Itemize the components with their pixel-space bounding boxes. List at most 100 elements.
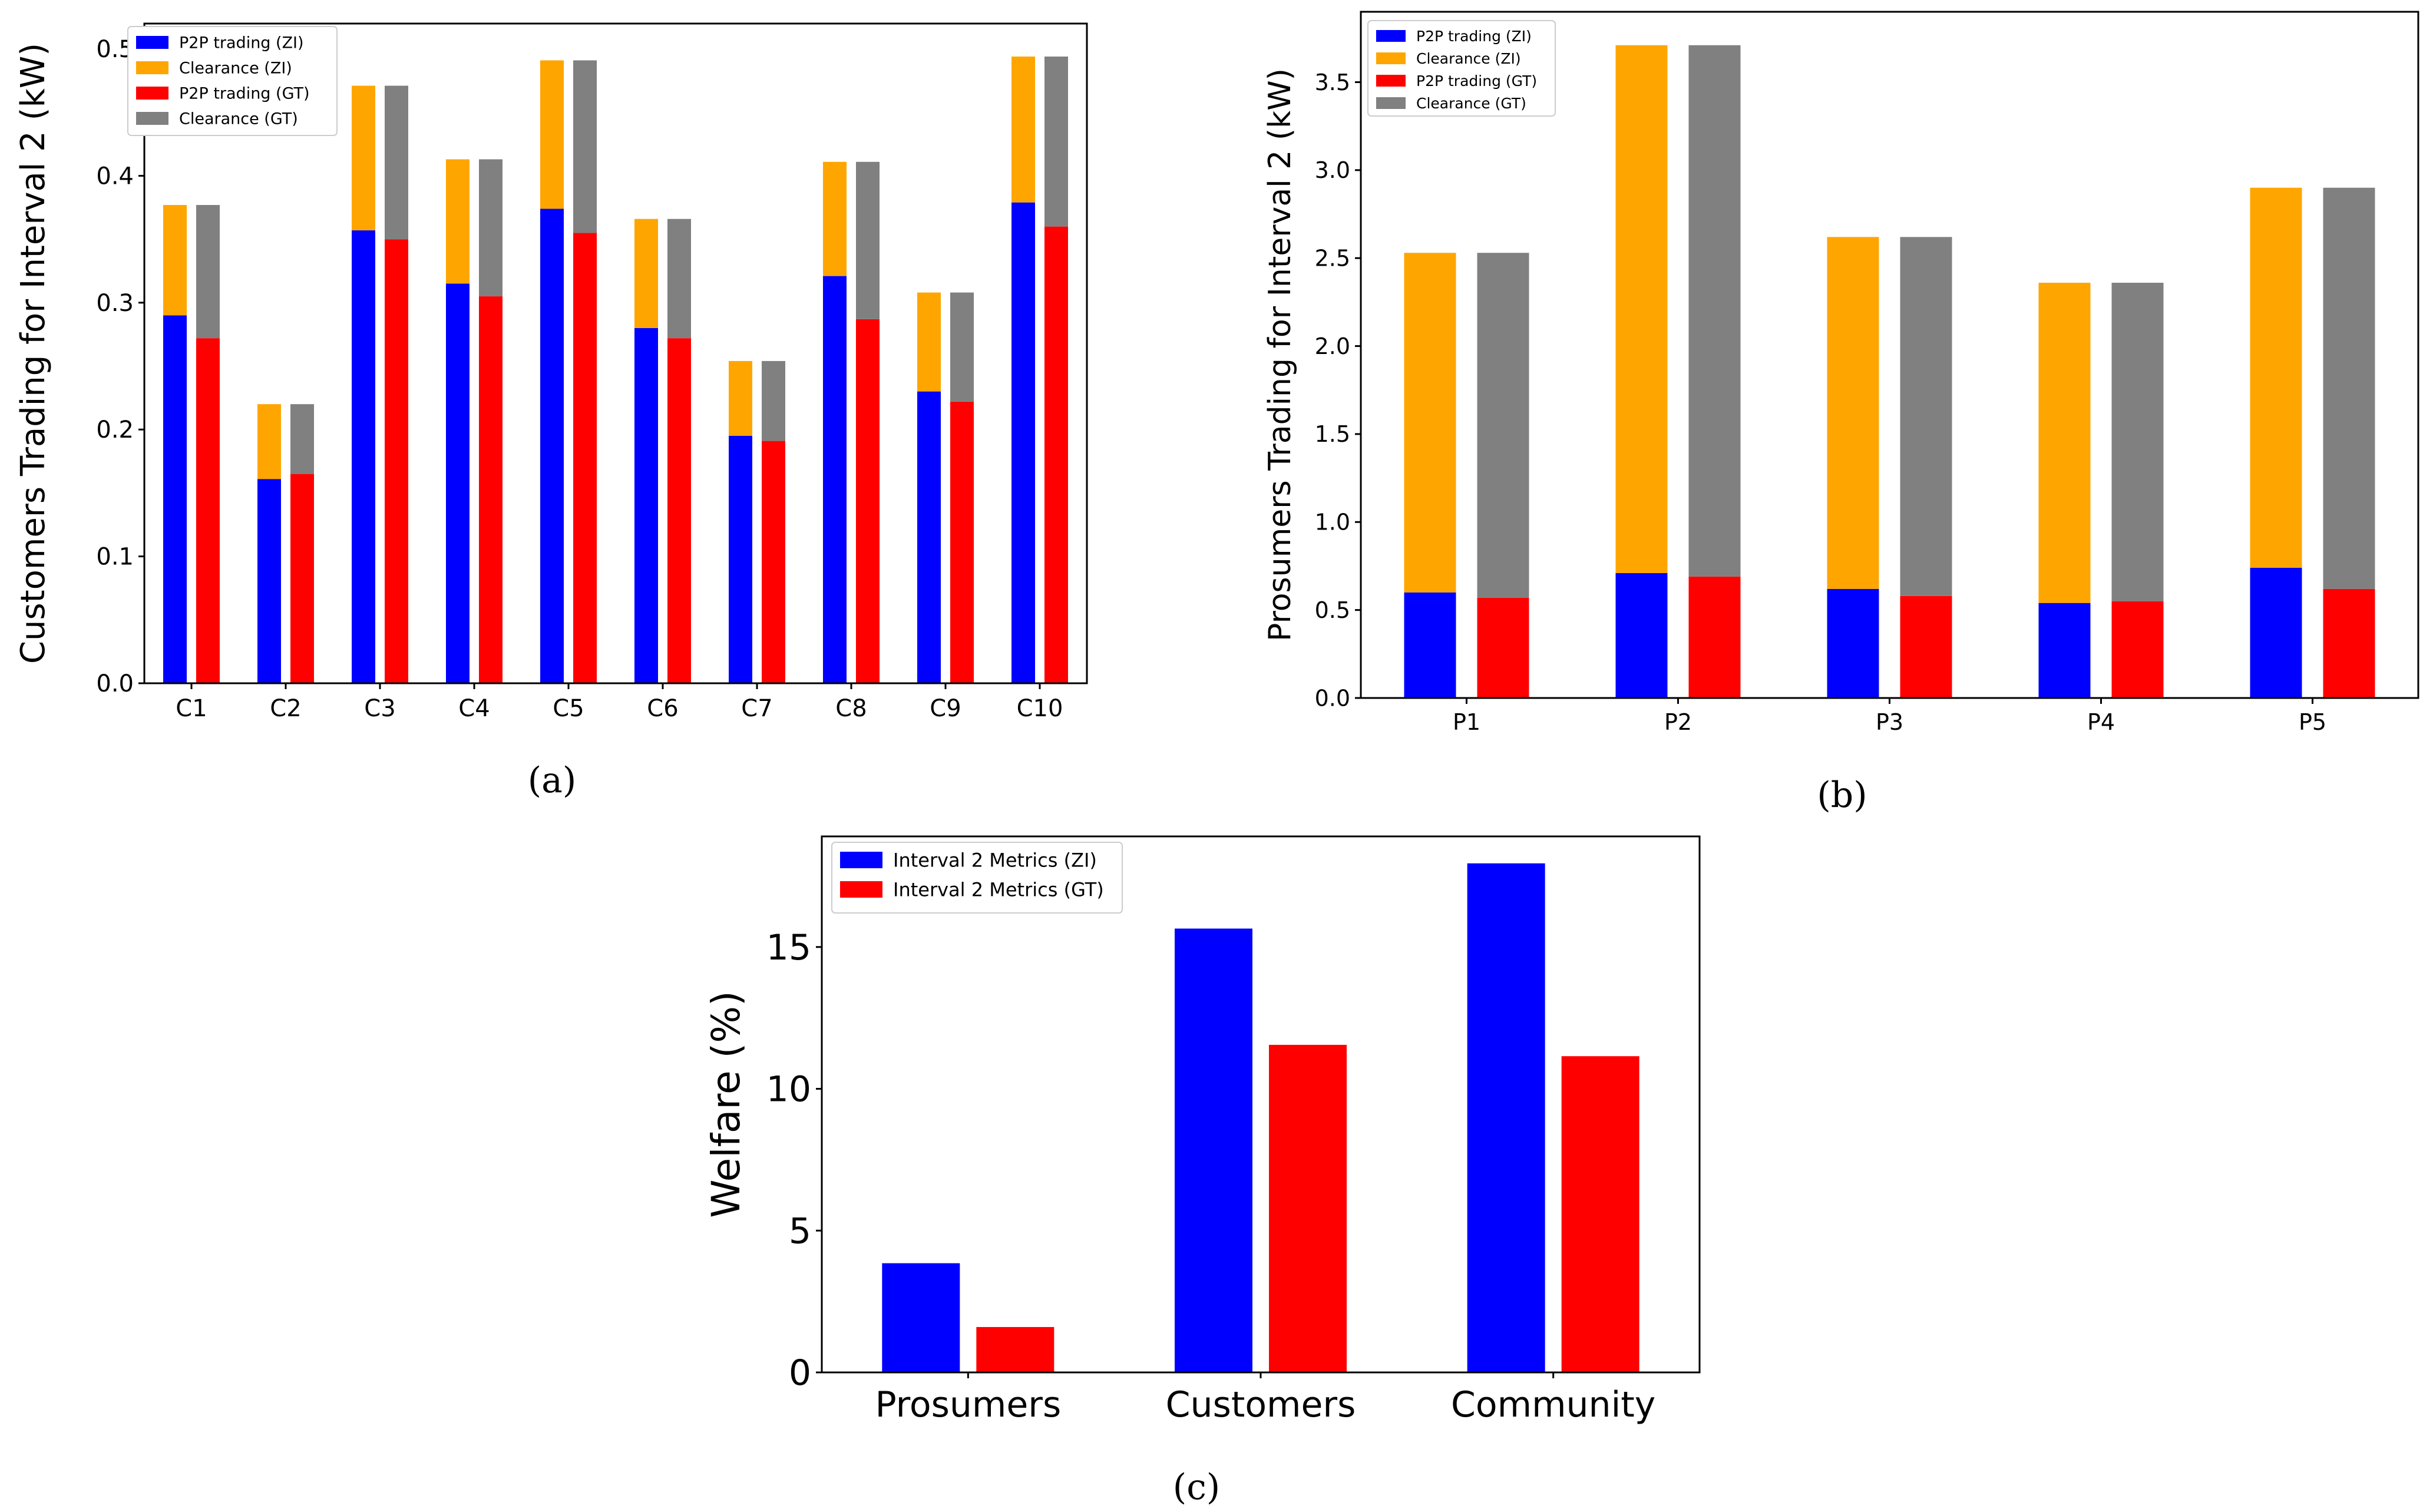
y-tick-label: 15	[766, 927, 811, 968]
legend-entry: Interval 2 Metrics (GT)	[893, 879, 1104, 901]
bar-segment	[729, 360, 752, 436]
bar-segment	[257, 404, 281, 479]
legend-entry: P2P trading (GT)	[1416, 72, 1537, 90]
bar-segment	[1615, 45, 1668, 573]
x-tick-label: C4	[458, 695, 490, 722]
legend-entry: P2P trading (GT)	[179, 85, 310, 103]
bar-segment	[540, 60, 564, 209]
legend-entry: Clearance (GT)	[179, 110, 298, 128]
bar-segment	[540, 209, 564, 683]
bar	[976, 1326, 1054, 1372]
legend-entry: P2P trading (ZI)	[179, 34, 304, 52]
bar-segment	[667, 338, 691, 683]
x-tick-label: Customers	[1166, 1384, 1356, 1425]
plot-frame	[143, 22, 1088, 684]
bar	[1467, 863, 1545, 1372]
bar-segment	[2250, 187, 2302, 568]
y-tick-label: 0.4	[96, 163, 134, 190]
panel-b-chart: 0.0 0.5 1.0 1.5 2.0 2.5 3.0 3.5 Prosumers Tradin…	[1262, 11, 2419, 735]
legend-swatch	[1376, 52, 1406, 64]
x-tick-label: P2	[1664, 709, 1692, 735]
bar-segment	[950, 292, 974, 402]
y-tick-label: 0.1	[96, 544, 134, 571]
bar-segment	[1404, 253, 1456, 593]
bar-segment	[1477, 253, 1529, 598]
bar-segment	[729, 436, 752, 683]
x-tick-label: Prosumers	[875, 1384, 1061, 1425]
y-tick-label: 3.0	[1315, 157, 1350, 183]
x-tick-label: C2	[270, 695, 301, 722]
legend-swatch	[1376, 75, 1406, 87]
panel-c-label: (c)	[1173, 1467, 1220, 1508]
bar-segment	[823, 276, 847, 684]
x-tick-label: P4	[2087, 709, 2115, 735]
y-tick-label: 0.5	[1315, 597, 1350, 623]
bar-segment	[762, 441, 785, 683]
y-axis-label: Prosumers Trading for Interval 2 (kW)	[1262, 68, 1298, 641]
bar-segment	[573, 233, 597, 683]
bar-segment	[446, 283, 470, 683]
bar-segment	[479, 159, 503, 297]
legend-entry: Clearance (ZI)	[1416, 50, 1521, 67]
bar-segment	[950, 401, 974, 683]
x-tick-label: C6	[647, 695, 678, 722]
bar	[1561, 1056, 1639, 1372]
bar-segment	[1044, 57, 1068, 227]
panel-a-label: (a)	[528, 760, 577, 801]
x-tick-label: C10	[1017, 695, 1063, 722]
legend-entry: Clearance (ZI)	[179, 59, 292, 78]
panel-c-chart: 0 5 10 15 Welfare (%) Prosumers Customers Commu…	[703, 835, 1701, 1425]
bar-segment	[1404, 592, 1456, 698]
x-tick-label: C9	[930, 695, 961, 722]
plot-frame	[1360, 11, 2419, 699]
bar-segment	[1044, 226, 1068, 684]
bar-segment	[2111, 601, 2164, 698]
bar-segment	[479, 296, 503, 684]
legend-swatch	[1376, 30, 1406, 42]
bar-segment	[1900, 595, 1952, 698]
x-tick-label: C1	[176, 695, 207, 722]
bar-segment	[290, 474, 314, 683]
bar-segment	[2323, 588, 2375, 698]
bar	[1175, 928, 1252, 1372]
bar-segment	[917, 391, 941, 683]
bar-segment	[196, 338, 220, 683]
legend-entry: Clearance (GT)	[1416, 95, 1526, 112]
bar-segment	[2038, 283, 2091, 603]
bar-segment	[823, 161, 847, 276]
y-tick-label: 0	[789, 1352, 811, 1394]
bar-segment	[1827, 237, 1879, 589]
bar-segment	[163, 205, 187, 316]
bar-segment	[1477, 597, 1529, 698]
bar-segment	[573, 60, 597, 233]
bar-segment	[2323, 187, 2375, 589]
x-tick-label: P5	[2299, 709, 2326, 735]
bar-segment	[385, 239, 408, 684]
bar-segment	[2111, 283, 2164, 601]
legend-swatch	[840, 881, 882, 898]
y-tick-label: 0.3	[96, 290, 134, 317]
legend-entry: P2P trading (ZI)	[1416, 28, 1532, 45]
bar-segment	[856, 319, 880, 683]
bar-segment	[257, 479, 281, 683]
legend-swatch	[136, 112, 168, 125]
y-tick-label: 1.5	[1315, 421, 1350, 447]
y-tick-label: 0.0	[96, 670, 134, 697]
y-axis-label: Customers Trading for Interval 2 (kW)	[14, 43, 52, 664]
x-tick-label: P3	[1876, 709, 1903, 735]
y-tick-label: 0.2	[96, 416, 134, 444]
bar-segment	[634, 219, 658, 328]
bar-segment	[1688, 576, 1741, 698]
legend-box	[127, 26, 338, 136]
x-tick-label: C5	[553, 695, 584, 722]
y-tick-label: 2.5	[1315, 246, 1350, 272]
bar	[1269, 1044, 1347, 1372]
bar-segment	[1615, 573, 1668, 698]
legend-box	[831, 842, 1123, 914]
bar	[882, 1263, 960, 1372]
bar-segment	[856, 161, 880, 319]
bar-segment	[1688, 45, 1741, 577]
legend-swatch	[136, 61, 168, 74]
